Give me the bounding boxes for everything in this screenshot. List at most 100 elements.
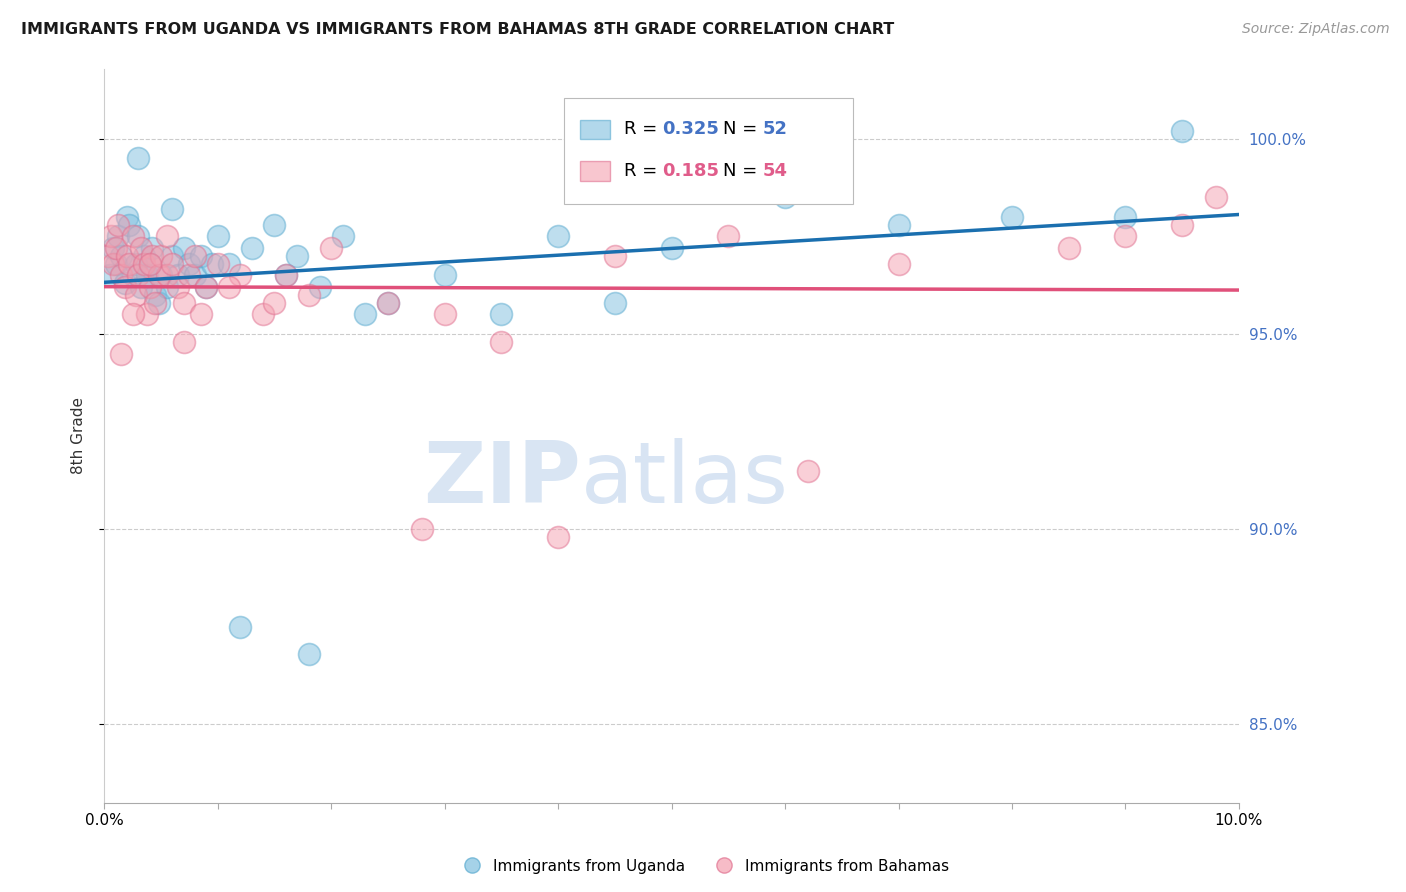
Point	[1205, 190, 1227, 204]
Point	[162, 257, 184, 271]
Point	[148, 268, 170, 283]
Point	[156, 229, 179, 244]
Y-axis label: 8th Grade: 8th Grade	[72, 397, 86, 474]
Text: 0.185: 0.185	[662, 162, 720, 180]
Point	[125, 288, 148, 302]
Point	[110, 268, 132, 283]
Point	[103, 257, 125, 271]
Point	[115, 210, 138, 224]
Point	[547, 229, 569, 244]
Point	[100, 229, 122, 244]
Point	[661, 241, 683, 255]
Point	[717, 229, 740, 244]
Point	[97, 249, 120, 263]
Point	[114, 277, 136, 291]
Point	[127, 151, 149, 165]
Point	[98, 268, 121, 283]
Point	[377, 295, 399, 310]
Point	[1171, 218, 1194, 232]
Point	[433, 308, 456, 322]
Point	[547, 530, 569, 544]
Point	[173, 295, 195, 310]
Point	[491, 334, 513, 349]
Point	[156, 280, 179, 294]
Point	[297, 288, 319, 302]
Point	[218, 280, 240, 294]
Point	[141, 241, 163, 255]
Text: N =: N =	[723, 120, 762, 138]
Point	[603, 249, 626, 263]
Point	[138, 257, 160, 271]
Point	[229, 268, 252, 283]
Point	[297, 647, 319, 661]
Point	[285, 249, 308, 263]
Point	[190, 308, 212, 322]
Point	[195, 280, 218, 294]
Point	[195, 280, 218, 294]
Point	[118, 218, 141, 232]
Point	[110, 346, 132, 360]
Point	[138, 280, 160, 294]
Point	[184, 268, 207, 283]
Point	[603, 295, 626, 310]
Point	[121, 268, 143, 283]
Point	[263, 295, 285, 310]
Point	[107, 229, 129, 244]
Text: ZIP: ZIP	[423, 438, 581, 521]
Point	[332, 229, 354, 244]
Point	[167, 268, 190, 283]
Point	[179, 257, 201, 271]
Point	[207, 257, 229, 271]
Point	[107, 218, 129, 232]
Point	[1114, 210, 1136, 224]
Point	[240, 241, 263, 255]
Point	[229, 620, 252, 634]
Text: 52: 52	[762, 120, 787, 138]
Point	[377, 295, 399, 310]
Point	[263, 218, 285, 232]
Text: IMMIGRANTS FROM UGANDA VS IMMIGRANTS FROM BAHAMAS 8TH GRADE CORRELATION CHART: IMMIGRANTS FROM UGANDA VS IMMIGRANTS FRO…	[21, 22, 894, 37]
Point	[1114, 229, 1136, 244]
Point	[797, 464, 820, 478]
Point	[309, 280, 332, 294]
Point	[129, 241, 152, 255]
Point	[156, 268, 179, 283]
Text: N =: N =	[723, 162, 762, 180]
Point	[274, 268, 297, 283]
Point	[162, 202, 184, 216]
Point	[491, 308, 513, 322]
Point	[136, 308, 159, 322]
Point	[433, 268, 456, 283]
Point	[104, 257, 127, 271]
Point	[321, 241, 343, 255]
Point	[173, 334, 195, 349]
Point	[887, 218, 910, 232]
Point	[173, 241, 195, 255]
Point	[1001, 210, 1024, 224]
Point	[103, 241, 125, 255]
Legend: Immigrants from Uganda, Immigrants from Bahamas: Immigrants from Uganda, Immigrants from …	[451, 853, 955, 880]
Point	[167, 280, 190, 294]
Point	[132, 249, 155, 263]
Point	[127, 268, 149, 283]
Point	[104, 241, 127, 255]
Text: atlas: atlas	[581, 438, 789, 521]
Text: 54: 54	[762, 162, 787, 180]
Point	[143, 288, 166, 302]
Point	[114, 280, 136, 294]
Point	[1171, 124, 1194, 138]
Text: Source: ZipAtlas.com: Source: ZipAtlas.com	[1241, 22, 1389, 37]
Point	[129, 280, 152, 294]
Point	[121, 308, 143, 322]
Text: R =: R =	[624, 162, 664, 180]
Point	[887, 257, 910, 271]
Point	[136, 268, 159, 283]
Point	[190, 249, 212, 263]
Point	[1057, 241, 1080, 255]
Point	[115, 249, 138, 263]
Point	[162, 249, 184, 263]
Point	[773, 190, 796, 204]
FancyBboxPatch shape	[579, 161, 610, 181]
Point	[184, 249, 207, 263]
Text: R =: R =	[624, 120, 664, 138]
